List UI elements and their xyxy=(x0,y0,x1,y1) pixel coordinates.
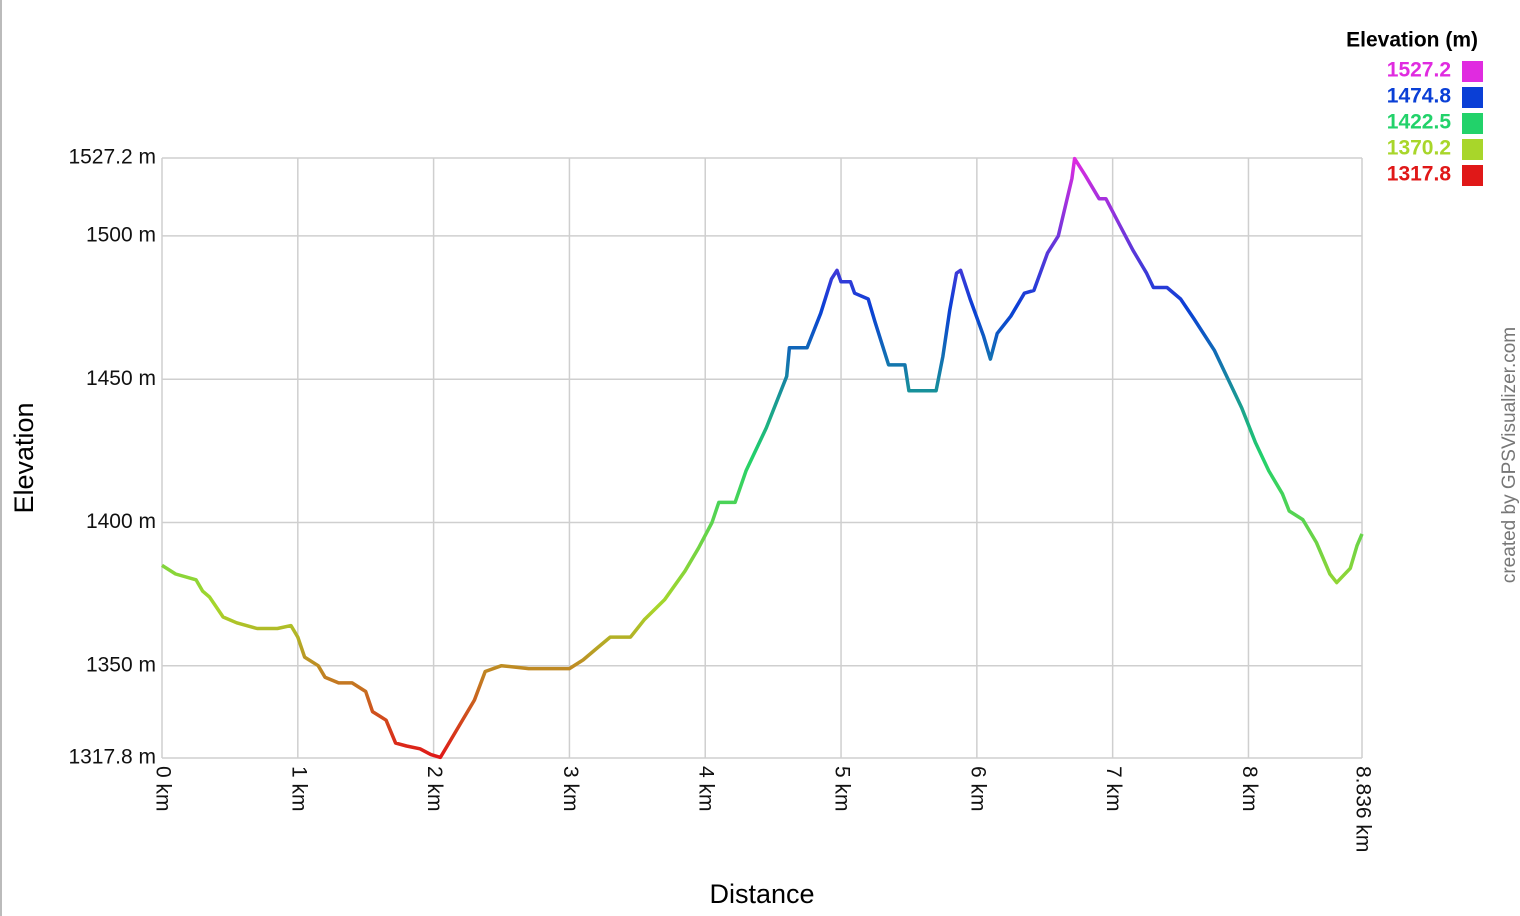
x-tick-label: 2 km xyxy=(423,766,446,812)
legend-swatch xyxy=(1462,61,1483,82)
x-tick-label: 5 km xyxy=(830,766,853,812)
y-axis-label: Elevation xyxy=(9,402,39,513)
legend-label: 1422.5 xyxy=(1387,111,1452,134)
y-tick-label: 1317.8 m xyxy=(68,746,156,769)
legend-swatch xyxy=(1462,165,1483,186)
x-tick-label: 0 km xyxy=(151,766,174,812)
y-tick-label: 1400 m xyxy=(86,510,156,533)
legend-swatch xyxy=(1462,113,1483,134)
elevation-line xyxy=(161,156,1364,760)
legend-label: 1370.2 xyxy=(1387,137,1451,160)
x-tick-label: 6 km xyxy=(966,766,989,812)
y-tick-label: 1527.2 m xyxy=(68,146,156,169)
legend-swatch xyxy=(1462,87,1483,108)
legend-swatch xyxy=(1462,139,1483,160)
legend-title: Elevation (m) xyxy=(1346,29,1478,52)
legend-label: 1527.2 xyxy=(1387,59,1451,82)
legend-label: 1474.8 xyxy=(1387,85,1452,108)
x-tick-label: 1 km xyxy=(287,766,310,812)
y-tick-label: 1450 m xyxy=(86,367,156,390)
x-tick-label: 8.836 km xyxy=(1351,766,1374,852)
x-axis-label: Distance xyxy=(709,879,814,909)
y-tick-label: 1500 m xyxy=(86,223,156,246)
credit: created by GPSVisualizer.com xyxy=(1499,327,1520,583)
x-tick-label: 7 km xyxy=(1102,766,1125,812)
x-tick-label: 4 km xyxy=(695,766,718,812)
x-tick-label: 3 km xyxy=(559,766,582,812)
x-tick-label: 8 km xyxy=(1238,766,1261,812)
legend-label: 1317.8 xyxy=(1387,163,1452,186)
y-tick-label: 1350 m xyxy=(86,653,156,676)
